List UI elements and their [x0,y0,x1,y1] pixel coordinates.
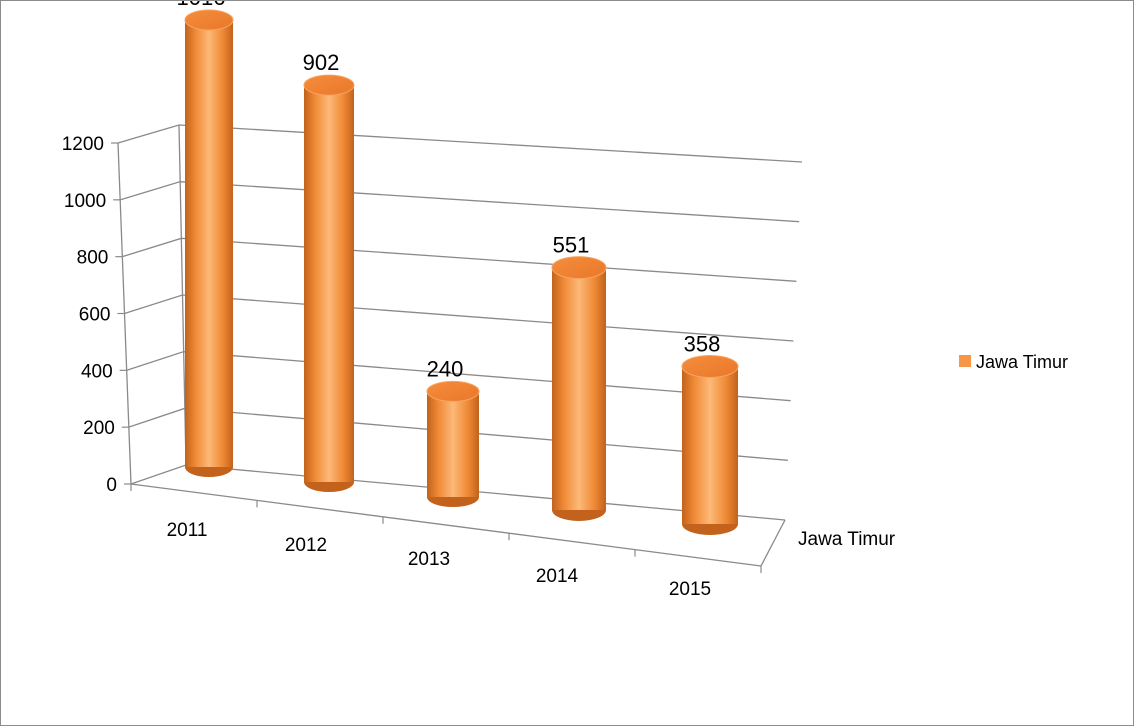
y-tick-label: 0 [106,475,117,496]
legend-swatch [959,355,971,367]
back-wall-edge [178,124,187,466]
y-tick-label: 1000 [64,191,106,212]
legend: Jawa Timur [959,352,1068,372]
bar-2011 [184,9,234,477]
y-tick-label: 200 [83,418,115,439]
label-layer: 1016 902 240 551 358 2011 2012 2013 2014 2015 Jawa… [167,1,896,600]
bar-2012 [303,74,355,492]
data-label: 358 [684,331,721,356]
bar-body [185,20,233,467]
data-label: 551 [553,233,590,258]
bar-2013 [426,380,480,507]
bar-body [304,85,354,482]
axis-layer: 0 200 400 600 800 1000 1200 [62,124,786,573]
data-label: 902 [303,50,340,75]
bar-body [552,267,606,510]
y-tick-label: 1200 [62,134,104,155]
y-tick-label: 800 [77,248,109,269]
x-tick-label: 2015 [669,579,711,600]
x-tick-label: 2013 [408,549,450,570]
y-tick-label: 400 [81,361,113,382]
y-tick-label: 600 [79,305,111,326]
legend-label: Jawa Timur [976,352,1068,372]
depth-axis-label: Jawa Timur [798,529,896,550]
bar-body [682,366,738,524]
bar-top [551,256,607,280]
depth-axis-line [760,519,786,567]
x-tick-label: 2014 [536,566,579,587]
bar-2014 [551,256,607,521]
bar-layer [184,9,739,535]
data-label: 1016 [177,1,226,10]
x-tick-label: 2011 [167,520,208,541]
x-tick-label: 2012 [285,535,327,556]
data-label: 240 [427,356,464,381]
bar-body [427,391,479,497]
bar-top [303,74,355,96]
bar-top [681,354,739,378]
bar-top [184,9,234,31]
x-axis-line [130,483,762,567]
y-axis-line [117,142,132,485]
bar-top [426,380,480,402]
bar-2015 [681,354,739,535]
